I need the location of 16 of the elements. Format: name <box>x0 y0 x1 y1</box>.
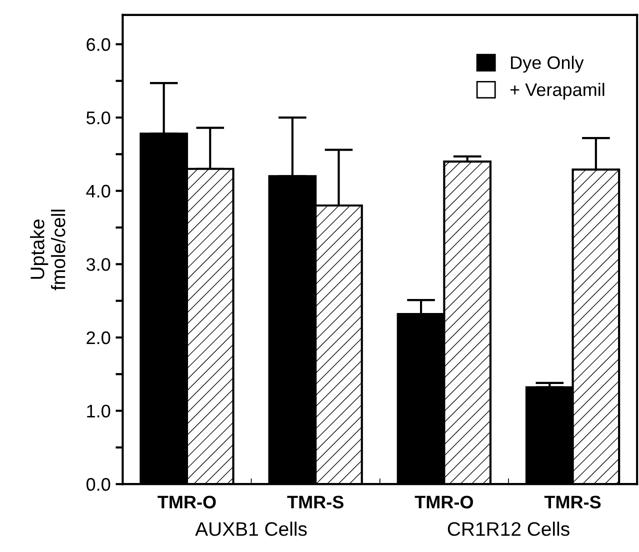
x-tick-label: TMR-S <box>287 496 344 508</box>
text: CR1R12 Cells <box>448 522 570 536</box>
y-tick-label: 0.0 <box>86 478 110 491</box>
y-tick-label: 3.0 <box>86 258 110 271</box>
x-tick-label: TMR-O <box>158 496 216 508</box>
y-tick-label: 6.0 <box>86 38 110 51</box>
x-tick-label: TMR-O <box>414 496 474 508</box>
y-tick-label: 1.0 <box>87 404 110 418</box>
y-tick-label: 5.0 <box>86 111 110 124</box>
text: AUXB1 Cells <box>195 522 307 536</box>
y-axis-title: Uptake fmole/cell <box>30 210 66 290</box>
x-tick-label: TMR-S <box>544 496 601 508</box>
y-tick-label: 2.0 <box>86 331 110 344</box>
legend-label: Dye Only <box>511 56 584 73</box>
y-tick-label: 4.0 <box>86 184 110 198</box>
legend-label: + Verapamil <box>510 82 604 100</box>
